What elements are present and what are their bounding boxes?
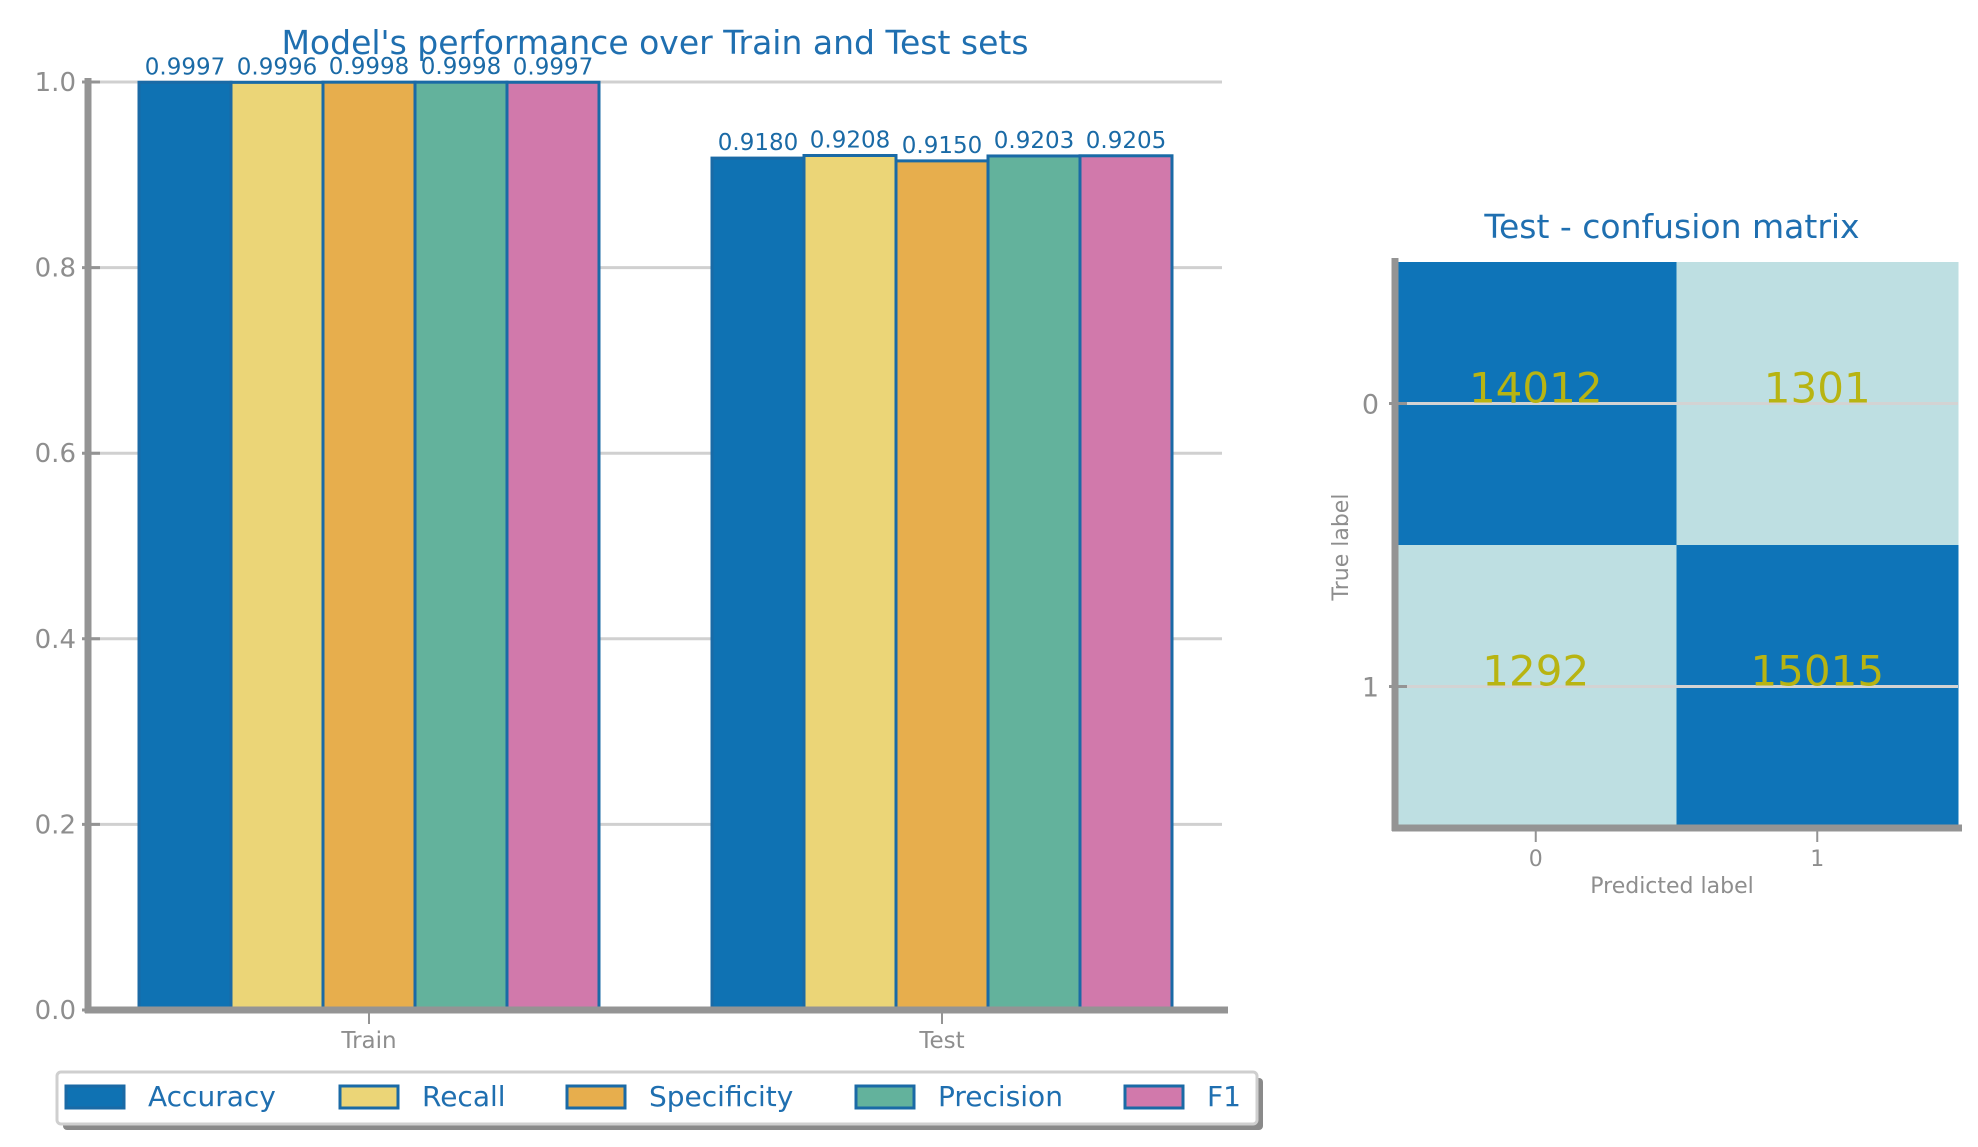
cm-x-tick-label: 1	[1810, 847, 1824, 872]
bar-accuracy-test	[710, 156, 806, 1012]
bar-accuracy-train	[137, 80, 233, 1012]
bar-recall-train	[229, 80, 325, 1012]
legend-label-accuracy: Accuracy	[148, 1080, 276, 1113]
cm-cell-label: 1292	[1482, 647, 1589, 696]
cm-cell-label: 14012	[1469, 364, 1603, 413]
y-tick-label: 0.8	[35, 254, 76, 284]
legend-swatch-accuracy	[64, 1084, 126, 1110]
y-tick-label: 0.0	[35, 996, 76, 1026]
y-tick-label: 1.0	[35, 68, 76, 98]
confusion-matrix-cells: 14012 1301 1292 15015	[1395, 262, 1959, 829]
x-tick-label: Test	[918, 1028, 964, 1054]
legend-swatch-specificity	[565, 1084, 627, 1110]
confusion-matrix-axes: 0 1 0 1	[1362, 258, 1962, 872]
bar-recall-test	[802, 153, 898, 1012]
bar-value-label: 0.9180	[718, 130, 798, 156]
bar-precision-test	[986, 154, 1082, 1012]
legend-swatch-recall	[338, 1084, 400, 1110]
bar-chart-value-labels: 0.9997 0.9996 0.9998 0.9998 0.9997 0.9180 0.92…	[145, 54, 1166, 159]
bar-precision-train	[413, 80, 509, 1012]
x-tick-label: Train	[340, 1028, 396, 1054]
confusion-matrix-y-axis-label: True label	[1329, 494, 1354, 602]
bar-value-label: 0.9997	[513, 54, 593, 80]
bar-value-label: 0.9996	[237, 54, 317, 80]
bar-specificity-train	[321, 80, 417, 1012]
legend-swatch-precision	[854, 1084, 916, 1110]
legend-swatch-f1	[1123, 1084, 1185, 1110]
bar-value-label: 0.9998	[329, 54, 409, 80]
cm-x-tick-label: 0	[1529, 847, 1543, 872]
bar-value-label: 0.9205	[1086, 128, 1166, 154]
bar-chart-tick-labels: 0.0 0.2 0.4 0.6 0.8 1.0 Train Test	[35, 68, 965, 1054]
confusion-matrix-x-axis-label: Predicted label	[1590, 874, 1753, 899]
bar-value-label: 0.9150	[902, 133, 982, 159]
cm-cell-label: 1301	[1764, 364, 1871, 413]
legend-label-recall: Recall	[422, 1080, 506, 1113]
bar-specificity-test	[894, 159, 990, 1012]
legend-label-f1: F1	[1207, 1080, 1241, 1113]
confusion-matrix-chart: 14012 1301 1292 15015 0 1 0 1 Test - confusion…	[1329, 207, 1962, 899]
chart-legend: Accuracy Recall Specificity Precision F1	[55, 1070, 1263, 1130]
bar-chart-axes	[84, 78, 1228, 1014]
y-tick-label: 0.2	[35, 810, 76, 840]
cm-cell-label: 15015	[1750, 647, 1884, 696]
cm-y-tick-label: 0	[1362, 390, 1379, 421]
bar-value-label: 0.9208	[810, 127, 890, 153]
legend-label-precision: Precision	[938, 1080, 1063, 1113]
bar-value-label: 0.9997	[145, 54, 225, 80]
cm-y-tick-label: 1	[1362, 673, 1379, 704]
bar-f1-train	[505, 80, 601, 1012]
legend-label-specificity: Specificity	[649, 1080, 793, 1113]
bar-chart-title: Model's performance over Train and Test …	[281, 23, 1028, 62]
bar-f1-test	[1078, 154, 1174, 1012]
y-tick-label: 0.6	[35, 439, 76, 469]
bar-value-label: 0.9203	[994, 128, 1074, 154]
bar-chart-bars	[137, 80, 1174, 1012]
confusion-matrix-title: Test - confusion matrix	[1483, 207, 1859, 246]
bar-value-label: 0.9998	[421, 54, 501, 80]
y-tick-label: 0.4	[35, 625, 76, 655]
performance-bar-chart: 0.0 0.2 0.4 0.6 0.8 1.0 Train Test 0.9997 0.9996…	[35, 23, 1263, 1130]
